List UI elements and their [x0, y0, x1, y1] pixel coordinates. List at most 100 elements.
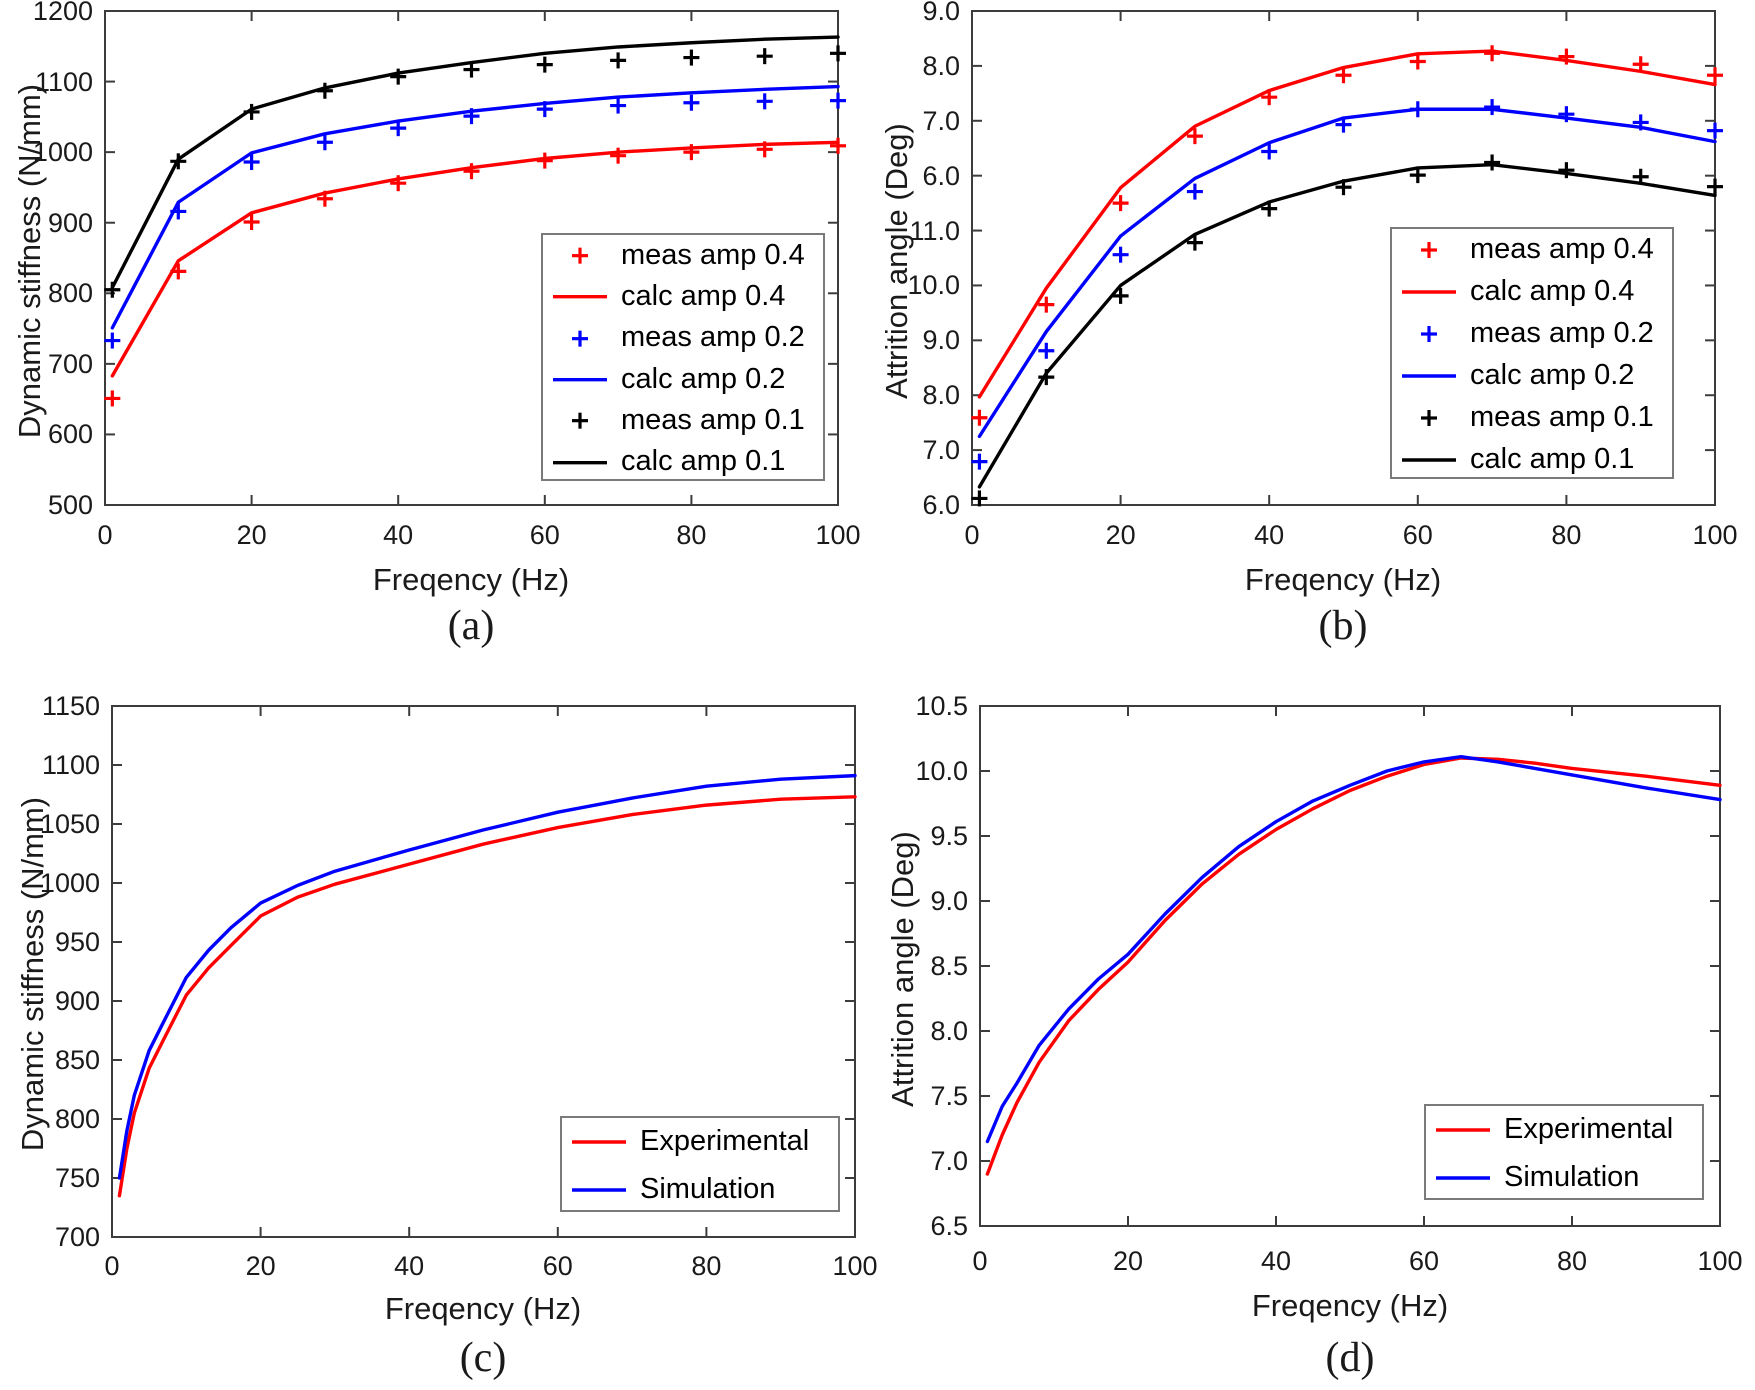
legend-entry-simulation: Simulation: [1426, 1154, 1702, 1202]
y-tick-label: 950: [54, 927, 100, 957]
y-tick-label: 1100: [41, 750, 100, 780]
chart-b: [971, 10, 1723, 507]
axes-box-c: [111, 705, 856, 1238]
legend-entry-calc-amp-0.1: calc amp 0.1: [543, 442, 823, 483]
y-tick-label: 8.0: [922, 50, 960, 81]
y-tick-label: 11.0: [909, 215, 960, 246]
y-tick-label: 6.5: [930, 1211, 968, 1241]
y-tick-label: 1150: [41, 691, 100, 721]
legend-c: Experimental Simulation: [560, 1116, 840, 1212]
legend-b: meas amp 0.4 calc amp 0.4 meas amp 0.2 calc…: [1390, 227, 1674, 479]
axes-box-a: [104, 10, 839, 506]
x-tick-label: 40: [394, 1251, 425, 1281]
y-tick-label: 750: [54, 1163, 100, 1193]
legend-entry-meas-amp-0.4: meas amp 0.4: [1392, 229, 1672, 271]
legend-label: calc amp 0.1: [621, 445, 786, 478]
y-tick-label: 800: [54, 1104, 100, 1134]
x-tick-label: 0: [972, 1246, 988, 1276]
y-tick-label: 700: [54, 1222, 100, 1252]
series-meas-amp-0.2-a: [104, 92, 846, 349]
xlabel-d: Freqency (Hz): [1251, 1288, 1449, 1323]
legend-line-sample: [543, 276, 617, 317]
legend-marker-svg: [553, 377, 607, 382]
legend-plus-icon: [543, 318, 617, 359]
legend-line-sample: [1392, 439, 1466, 481]
y-tick-label: 9.0: [930, 886, 968, 916]
y-tick-label: 900: [47, 207, 93, 238]
xlabel-b: Freqency (Hz): [1244, 562, 1442, 597]
x-tick-label: 80: [676, 520, 707, 550]
legend-marker-svg: [1421, 242, 1437, 258]
series-calc-amp-0.4-a: [110, 140, 840, 378]
legend-entry-experimental: Experimental: [562, 1118, 838, 1166]
legend-label: meas amp 0.1: [1470, 401, 1654, 433]
legend-line-sample: [1426, 1106, 1500, 1154]
legend-line-sample: [562, 1166, 636, 1214]
series-experimental-d: [985, 756, 1722, 1176]
x-tick-label: 60: [1402, 520, 1433, 550]
x-tick-label: 60: [529, 520, 560, 550]
legend-marker-svg: [572, 330, 588, 347]
legend-label: calc amp 0.2: [1470, 359, 1635, 391]
legend-plus-icon: [1392, 397, 1466, 439]
x-tick-label: 100: [1697, 1246, 1743, 1276]
legend-plus-icon: [543, 400, 617, 441]
y-tick-label: 10.0: [907, 270, 960, 301]
legend-a: meas amp 0.4 calc amp 0.4 meas amp 0.2 calc…: [541, 233, 825, 481]
legend-entry-calc-amp-0.4: calc amp 0.4: [1392, 271, 1672, 313]
tick-marks-d: [979, 705, 1721, 1227]
series-meas-amp-0.4-a: [104, 137, 846, 407]
series-simulation-c: [117, 773, 857, 1180]
legend-label: Experimental: [1504, 1113, 1674, 1145]
x-tick-label: 60: [1408, 1246, 1440, 1276]
y-tick-label: 10.0: [915, 756, 968, 786]
x-tick-label: 40: [1260, 1246, 1292, 1276]
legend-marker-svg: [1436, 1128, 1490, 1132]
legend-line-sample: [543, 359, 617, 400]
series-calc-amp-0.2-a: [110, 84, 840, 330]
x-tick-label: 100: [1692, 520, 1738, 550]
y-tick-label: 10.5: [915, 691, 968, 721]
legend-plus-icon: [543, 235, 617, 276]
legend-label: meas amp 0.2: [621, 321, 805, 354]
curve: [985, 755, 1722, 1144]
y-tick-label: 7.5: [930, 1081, 968, 1111]
series-simulation-d: [985, 755, 1722, 1144]
legend-entry-meas-amp-0.1: meas amp 0.1: [543, 400, 823, 441]
chart-a: [104, 10, 846, 506]
legend-label: calc amp 0.1: [1470, 443, 1635, 475]
y-tick-label: 8.0: [922, 380, 960, 411]
caption-c: (c): [459, 1335, 507, 1381]
legend-marker-svg: [1421, 326, 1437, 342]
legend-plus-icon: [1392, 313, 1466, 355]
curve: [985, 756, 1722, 1176]
legend-entry-calc-amp-0.2: calc amp 0.2: [543, 359, 823, 400]
legend-line-sample: [1392, 355, 1466, 397]
legend-label: meas amp 0.1: [621, 403, 805, 436]
legend-marker-svg: [572, 1188, 626, 1192]
legend-label: Simulation: [1504, 1161, 1640, 1193]
xlabel-a: Freqency (Hz): [372, 562, 570, 597]
x-tick-label: 20: [1112, 1246, 1144, 1276]
caption-b: (b): [1318, 603, 1368, 649]
curve: [977, 107, 1717, 439]
chart-c: [111, 705, 857, 1238]
y-tick-label: 6.0: [922, 490, 960, 520]
legend-entry-experimental: Experimental: [1426, 1106, 1702, 1154]
x-tick-label: 80: [1556, 1246, 1588, 1276]
legend-entry-calc-amp-0.1: calc amp 0.1: [1392, 439, 1672, 481]
axes-box-b: [971, 10, 1716, 506]
y-tick-label: 1050: [39, 809, 100, 839]
y-tick-label: 700: [47, 348, 93, 379]
legend-marker-svg: [572, 247, 588, 264]
y-tick-label: 1200: [32, 0, 93, 26]
chart-d: [979, 705, 1722, 1227]
legend-marker-svg: [1402, 458, 1456, 462]
curve: [117, 773, 857, 1180]
caption-a: (a): [447, 603, 495, 649]
legend-entry-meas-amp-0.2: meas amp 0.2: [1392, 313, 1672, 355]
y-tick-label: 7.0: [930, 1146, 968, 1176]
legend-plus-icon: [1392, 229, 1466, 271]
